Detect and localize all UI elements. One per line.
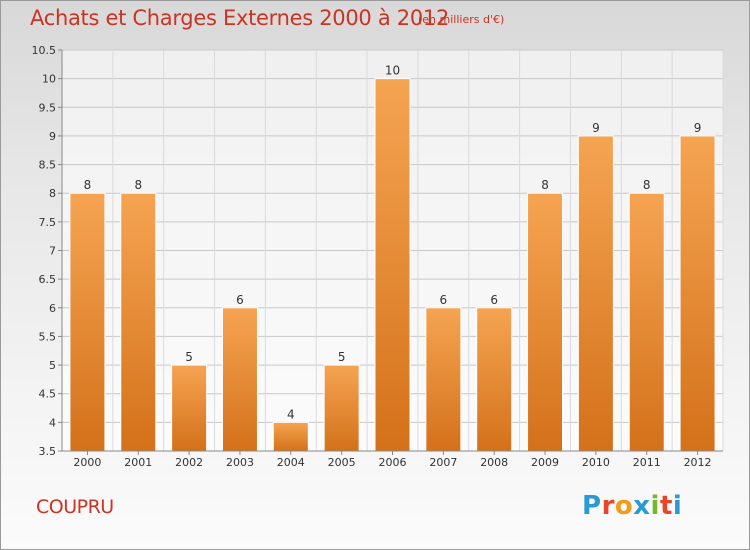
commune-name: COUPRU (36, 496, 114, 518)
y-tick-label: 9.5 (39, 101, 57, 114)
logo-letter: i (650, 491, 660, 521)
y-tick-label: 7 (49, 245, 56, 258)
y-tick-label: 8 (49, 187, 56, 200)
data-label: 8 (134, 178, 142, 192)
bar (628, 192, 665, 452)
x-tick-label: 2004 (277, 456, 305, 469)
data-label: 4 (287, 407, 295, 421)
y-tick-label: 10 (42, 73, 56, 86)
x-tick-label: 2009 (531, 456, 559, 469)
x-tick-label: 2005 (328, 456, 356, 469)
x-tick-label: 2001 (124, 456, 152, 469)
logo-letter: r (601, 491, 615, 521)
bar (221, 307, 258, 452)
logo-letter: t (659, 491, 673, 521)
logo-letter: P (582, 491, 602, 521)
bar (120, 192, 157, 452)
data-label: 6 (490, 293, 498, 307)
y-tick-label: 5.5 (39, 330, 57, 343)
data-label: 9 (592, 121, 600, 135)
x-tick-label: 2006 (379, 456, 407, 469)
data-label: 8 (541, 178, 549, 192)
data-label: 5 (185, 350, 193, 364)
x-tick-label: 2003 (226, 456, 254, 469)
bar (425, 307, 462, 452)
data-label: 6 (236, 293, 244, 307)
y-tick-label: 10.5 (32, 44, 57, 57)
y-tick-label: 4 (49, 416, 56, 429)
bar (374, 78, 411, 452)
x-tick-label: 2011 (633, 456, 661, 469)
proxiti-logo[interactable]: Proxiti (582, 491, 682, 521)
data-label: 6 (440, 293, 448, 307)
bar (69, 192, 106, 452)
y-tick-label: 7.5 (39, 216, 57, 229)
y-tick-label: 3.5 (39, 445, 57, 458)
x-tick-label: 2007 (429, 456, 457, 469)
y-tick-label: 8.5 (39, 159, 57, 172)
logo-letter: x (633, 491, 651, 521)
data-label: 5 (338, 350, 346, 364)
y-tick-label: 9 (49, 130, 56, 143)
bar (171, 364, 208, 452)
bar (272, 421, 309, 452)
x-tick-label: 2008 (480, 456, 508, 469)
data-label: 8 (84, 178, 92, 192)
x-tick-label: 2010 (582, 456, 610, 469)
x-tick-label: 2002 (175, 456, 203, 469)
y-tick-label: 6.5 (39, 273, 57, 286)
bar (323, 364, 360, 452)
logo-letter: o (614, 491, 634, 521)
y-tick-label: 4.5 (39, 388, 57, 401)
bar (476, 307, 513, 452)
bars (69, 78, 716, 452)
data-label: 9 (694, 121, 702, 135)
y-tick-label: 6 (49, 302, 56, 315)
chart-title: Achats et Charges Externes 2000 à 2012 (30, 6, 450, 30)
chart-subtitle: (en milliers d'€) (418, 13, 505, 26)
data-labels: 8 8 5 6 4 5 10 6 6 8 9 8 9 (84, 64, 702, 422)
bar (577, 135, 614, 452)
logo-letter: i (672, 491, 683, 521)
bar (679, 135, 716, 452)
x-tick-label: 2000 (73, 456, 101, 469)
x-tick-label: 2012 (684, 456, 712, 469)
axes: 3.5 4 4.5 5 5.5 6 6.5 7 7.5 8 8.5 9 9.5 10 10.5 2000 200… (32, 44, 723, 469)
data-label: 10 (385, 64, 400, 78)
y-tick-label: 5 (49, 359, 56, 372)
bar (527, 192, 564, 452)
data-label: 8 (643, 178, 651, 192)
